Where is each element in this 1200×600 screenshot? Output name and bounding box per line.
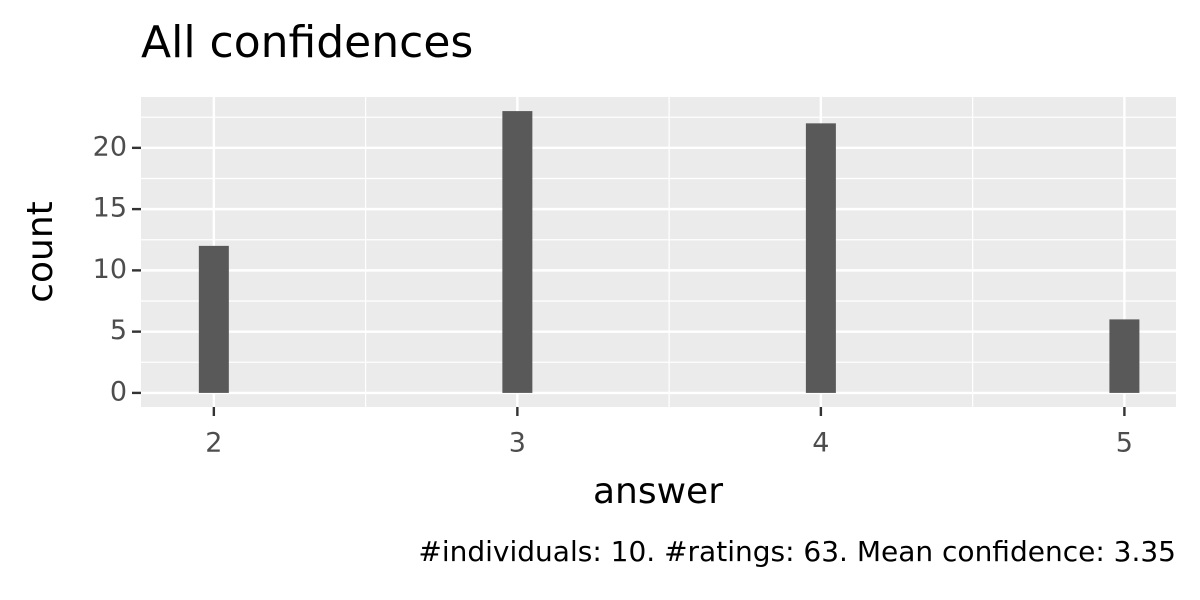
panel [141, 97, 1176, 407]
y-tick-label: 10 [93, 254, 127, 285]
y-axis-label: count [20, 201, 61, 303]
bar [1109, 319, 1140, 393]
chart-title: All confidences [141, 17, 473, 68]
x-tick-label: 3 [509, 428, 526, 459]
y-tick-label: 0 [110, 376, 127, 407]
y-tick-label: 15 [93, 193, 127, 224]
bar [502, 111, 533, 393]
y-tick-label: 20 [93, 131, 127, 162]
marks [198, 111, 1140, 393]
bar [805, 123, 836, 393]
y-tick-label: 5 [110, 315, 127, 346]
x-tick-label: 4 [812, 428, 829, 459]
x-tick-label: 5 [1116, 428, 1133, 459]
x-axis-label: answer [593, 471, 723, 512]
bar [198, 245, 229, 393]
x-tick-label: 2 [205, 428, 222, 459]
caption: #individuals: 10. #ratings: 63. Mean con… [418, 535, 1176, 568]
